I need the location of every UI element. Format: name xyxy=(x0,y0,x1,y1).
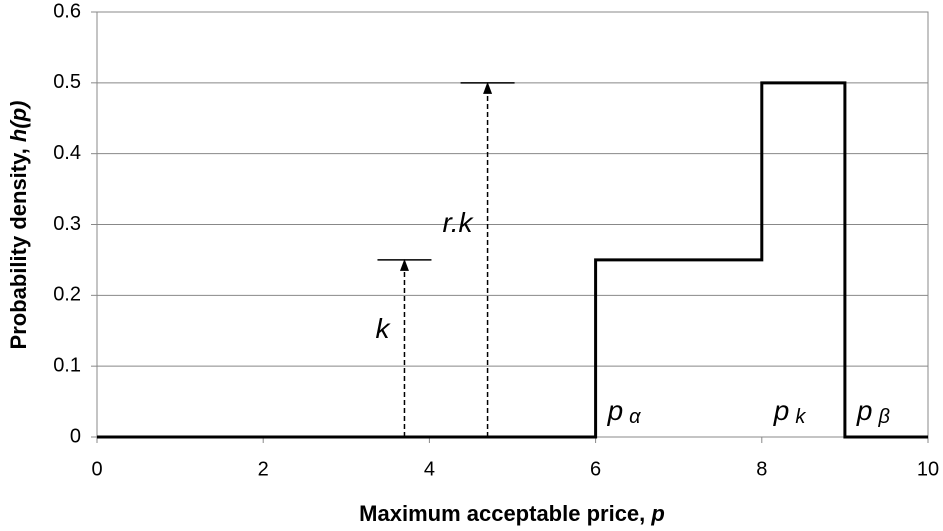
x-tick-label: 2 xyxy=(258,458,269,480)
annotation-label: k xyxy=(375,313,391,344)
x-axis-title-text: Maximum acceptable price, xyxy=(359,501,651,526)
point-label-main: p xyxy=(607,395,624,426)
line xyxy=(97,81,928,439)
y-tick-label: 0.4 xyxy=(53,142,81,164)
x-tick-label: 0 xyxy=(91,458,102,480)
x-tick-label: 8 xyxy=(756,458,767,480)
x-axis-title: Maximum acceptable price, p xyxy=(359,501,665,526)
y-tick-label: 0.2 xyxy=(53,284,81,306)
y-tick-label: 0.3 xyxy=(53,213,81,235)
x-tick-label: 4 xyxy=(424,458,435,480)
y-axis-title-text: Probability density, xyxy=(6,142,31,349)
point-label-main: p xyxy=(773,395,790,426)
point-label-main: p xyxy=(856,395,873,426)
y-tick-label: 0.1 xyxy=(53,354,81,376)
y-tick-label: 0 xyxy=(70,425,81,447)
y-tick-label: 0.6 xyxy=(53,0,81,22)
y-axis-title: Probability density, h(p) xyxy=(6,101,31,350)
y-tick-label: 0.5 xyxy=(53,71,81,93)
point-label-sub: α xyxy=(629,406,641,428)
x-tick-label: 6 xyxy=(590,458,601,480)
point-label-sub: β xyxy=(877,406,889,428)
x-tick-label: 10 xyxy=(917,458,939,480)
x-axis-title-var: p xyxy=(650,501,664,526)
point-label-sub: k xyxy=(795,406,806,428)
y-axis-title-var: h(p) xyxy=(6,101,31,143)
annotation-label: r.k xyxy=(442,207,474,238)
